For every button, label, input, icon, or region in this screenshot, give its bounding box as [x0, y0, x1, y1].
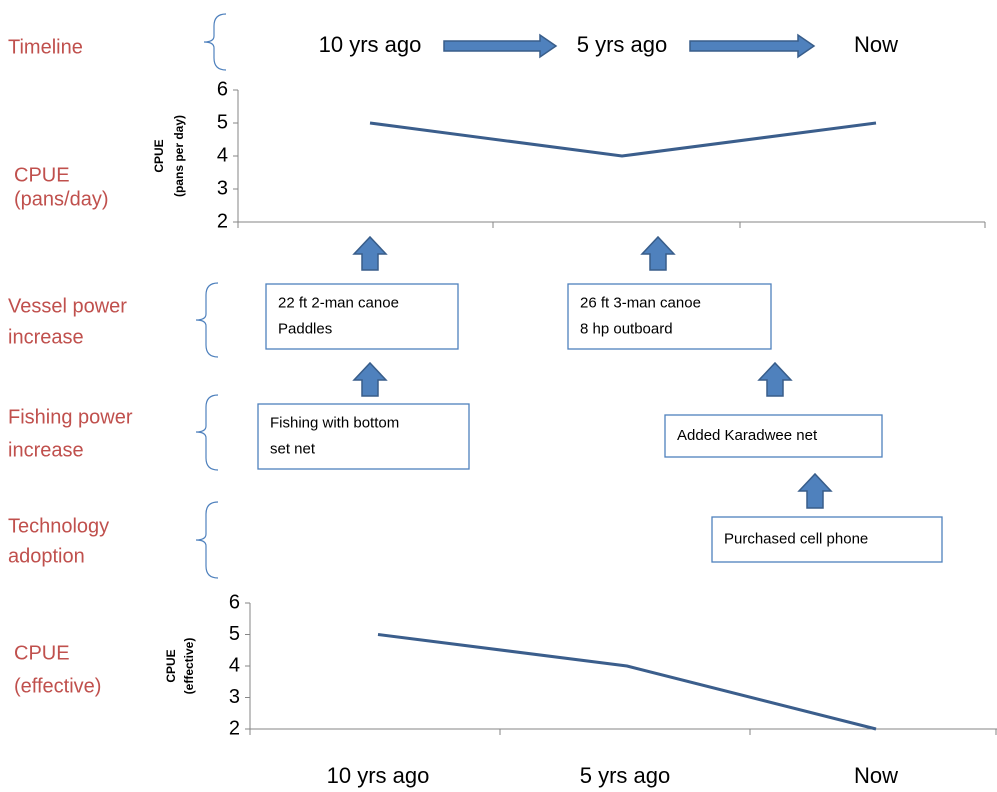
row-label: CPUE [14, 642, 70, 664]
row-label: Technology [8, 515, 109, 537]
y-axis-label: (effective) [182, 638, 196, 695]
up-arrow [352, 361, 388, 397]
row-label: increase [8, 326, 84, 348]
y-tick-label: 6 [229, 591, 240, 613]
box-border [257, 403, 470, 470]
y-tick-label: 6 [217, 78, 228, 100]
row-label: Timeline [8, 36, 83, 58]
box-text: Added Karadwee net [677, 427, 818, 444]
y-tick-label: 5 [229, 623, 240, 645]
box-border [567, 283, 772, 350]
row-label: CPUE [14, 164, 70, 186]
y-tick-label: 2 [229, 717, 240, 739]
text-box: Added Karadwee net [664, 414, 883, 458]
data-line [369, 121, 877, 158]
box-text: 22 ft 2-man canoe [278, 294, 399, 311]
brace [195, 282, 219, 358]
brace [195, 394, 219, 471]
row-label: Vessel power [8, 295, 127, 317]
x-label: Now [854, 763, 898, 788]
y-axis-label: (pans per day) [172, 115, 186, 197]
up-arrow [757, 361, 793, 397]
timeline-label: 5 yrs ago [577, 32, 668, 57]
y-axis-label: CPUE [152, 139, 166, 172]
box-text: 8 hp outboard [580, 320, 673, 337]
brace [203, 13, 227, 71]
row-label: adoption [8, 545, 85, 567]
row-label: increase [8, 439, 84, 461]
up-arrow [352, 235, 388, 271]
box-border [664, 414, 883, 458]
up-arrow [797, 472, 833, 509]
up-arrow [640, 235, 676, 271]
box-border [711, 516, 943, 563]
x-label: 10 yrs ago [327, 763, 430, 788]
row-label: (effective) [14, 675, 101, 697]
y-tick-label: 5 [217, 111, 228, 133]
y-tick-label: 3 [217, 177, 228, 199]
y-axis-label: CPUE [164, 649, 178, 682]
text-box: 22 ft 2-man canoe Paddles [265, 283, 459, 350]
text-box: Fishing with bottom set net [257, 403, 470, 470]
text-box: Purchased cell phone [711, 516, 943, 563]
x-label: 5 yrs ago [580, 763, 671, 788]
timeline-label: Now [854, 32, 898, 57]
box-text: 26 ft 3-man canoe [580, 294, 701, 311]
text-box: 26 ft 3-man canoe 8 hp outboard [567, 283, 772, 350]
y-tick-label: 4 [217, 144, 228, 166]
box-text: Fishing with bottom [270, 414, 399, 431]
y-tick-label: 2 [217, 210, 228, 232]
right-arrow [689, 33, 816, 59]
timeline-label: 10 yrs ago [319, 32, 422, 57]
braces [195, 13, 227, 579]
row-label: (pans/day) [14, 188, 109, 210]
right-arrow [443, 33, 558, 59]
y-tick-label: 3 [229, 686, 240, 708]
brace [195, 501, 219, 579]
data-line [377, 633, 877, 731]
box-text: Paddles [278, 320, 332, 337]
box-border [265, 283, 459, 350]
row-label: Fishing power [8, 406, 133, 428]
y-tick-label: 4 [229, 654, 240, 676]
arrows [352, 33, 833, 509]
box-text: Purchased cell phone [724, 530, 868, 547]
box-text: set net [270, 440, 316, 457]
